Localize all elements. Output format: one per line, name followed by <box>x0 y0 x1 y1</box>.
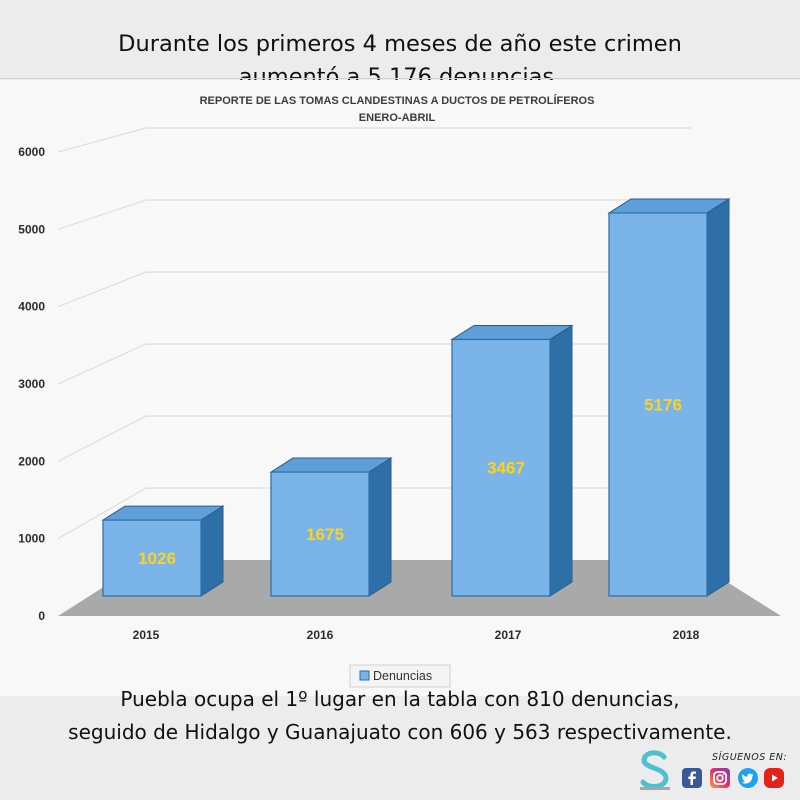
bar-front <box>102 519 202 597</box>
footer-text: Puebla ocupa el 1º lugar en la tabla con… <box>0 683 800 749</box>
gridline <box>57 199 692 230</box>
chart-panel: REPORTE DE LAS TOMAS CLANDESTINAS A DUCT… <box>0 80 800 696</box>
legend-swatch <box>359 670 370 681</box>
bar-side <box>706 198 730 597</box>
y-tick-label: 6000 <box>18 145 45 159</box>
x-tick-label: 2017 <box>495 628 522 642</box>
y-tick-label: 5000 <box>18 222 45 236</box>
legend-box <box>349 664 451 688</box>
bar-top <box>607 198 731 214</box>
data-labels: 1026 1675 3467 5176 <box>138 395 682 568</box>
gridline <box>57 343 692 385</box>
y-tick-label: 1000 <box>18 532 45 546</box>
twitter-icon[interactable] <box>738 768 758 788</box>
data-label: 1026 <box>138 549 176 568</box>
gridline <box>57 271 692 308</box>
bar-2015 <box>101 505 225 597</box>
y-tick-label: 3000 <box>18 377 45 391</box>
bar-2017 <box>450 324 574 597</box>
instagram-icon[interactable] <box>710 768 730 788</box>
chart-subtitle: ENERO-ABRIL <box>359 112 436 124</box>
chart-floor <box>58 560 781 616</box>
headline: Durante los primeros 4 meses de año este… <box>0 28 800 94</box>
bar-top <box>269 457 393 473</box>
y-tick-label: 4000 <box>18 300 45 314</box>
floor-plane <box>58 560 781 616</box>
x-axis: 2015 2016 2017 2018 <box>133 628 700 642</box>
bar-2016 <box>269 457 393 597</box>
bar-front <box>451 338 551 597</box>
headline-divider <box>0 78 800 79</box>
bar-2018 <box>607 198 731 597</box>
gridline <box>57 127 692 153</box>
bar-chart: REPORTE DE LAS TOMAS CLANDESTINAS A DUCT… <box>18 94 781 688</box>
gridline <box>57 415 692 462</box>
follow-us-label: SÍGUENOS EN: <box>712 752 788 763</box>
x-tick-label: 2015 <box>133 628 160 642</box>
bar-side <box>368 457 392 597</box>
bar-side <box>200 505 224 597</box>
x-tick-label: 2016 <box>307 628 334 642</box>
bar-top <box>450 324 574 340</box>
x-tick-label: 2018 <box>673 628 700 642</box>
bar-front <box>608 212 708 597</box>
bar-front <box>270 471 370 597</box>
chart-title: REPORTE DE LAS TOMAS CLANDESTINAS A DUCT… <box>200 94 595 107</box>
youtube-icon[interactable] <box>764 768 784 788</box>
headline-line-1: Durante los primeros 4 meses de año este… <box>118 31 682 57</box>
y-axis: 0 1000 2000 3000 4000 5000 6000 <box>18 145 45 623</box>
y-tick-label: 2000 <box>18 454 45 468</box>
data-label: 5176 <box>644 395 682 414</box>
footer-line-2: seguido de Hidalgo y Guanajuato con 606 … <box>68 720 732 744</box>
data-label: 3467 <box>487 459 525 478</box>
bar-side <box>549 324 573 597</box>
footer-line-1: Puebla ocupa el 1º lugar en la tabla con… <box>120 687 680 711</box>
bars <box>101 198 731 597</box>
y-tick-label: 0 <box>38 609 45 623</box>
facebook-icon[interactable] <box>682 768 702 788</box>
legend-label: Denuncias <box>373 669 432 683</box>
data-label: 1675 <box>306 525 344 544</box>
brand-logo <box>640 750 670 790</box>
bar-top <box>101 505 225 521</box>
legend[interactable]: Denuncias <box>349 664 451 688</box>
